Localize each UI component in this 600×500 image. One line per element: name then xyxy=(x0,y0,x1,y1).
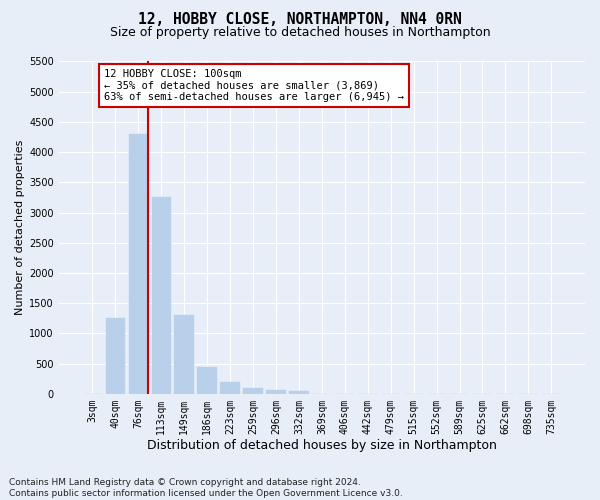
Text: 12, HOBBY CLOSE, NORTHAMPTON, NN4 0RN: 12, HOBBY CLOSE, NORTHAMPTON, NN4 0RN xyxy=(138,12,462,26)
X-axis label: Distribution of detached houses by size in Northampton: Distribution of detached houses by size … xyxy=(147,440,497,452)
Bar xyxy=(152,198,171,394)
Bar xyxy=(175,316,194,394)
Bar xyxy=(128,134,148,394)
Text: Size of property relative to detached houses in Northampton: Size of property relative to detached ho… xyxy=(110,26,490,39)
Bar xyxy=(244,388,263,394)
Bar xyxy=(289,391,308,394)
Y-axis label: Number of detached properties: Number of detached properties xyxy=(15,140,25,316)
Text: 12 HOBBY CLOSE: 100sqm
← 35% of detached houses are smaller (3,869)
63% of semi-: 12 HOBBY CLOSE: 100sqm ← 35% of detached… xyxy=(104,69,404,102)
Text: Contains HM Land Registry data © Crown copyright and database right 2024.
Contai: Contains HM Land Registry data © Crown c… xyxy=(9,478,403,498)
Bar xyxy=(197,366,217,394)
Bar xyxy=(220,382,240,394)
Bar xyxy=(106,318,125,394)
Bar xyxy=(266,390,286,394)
